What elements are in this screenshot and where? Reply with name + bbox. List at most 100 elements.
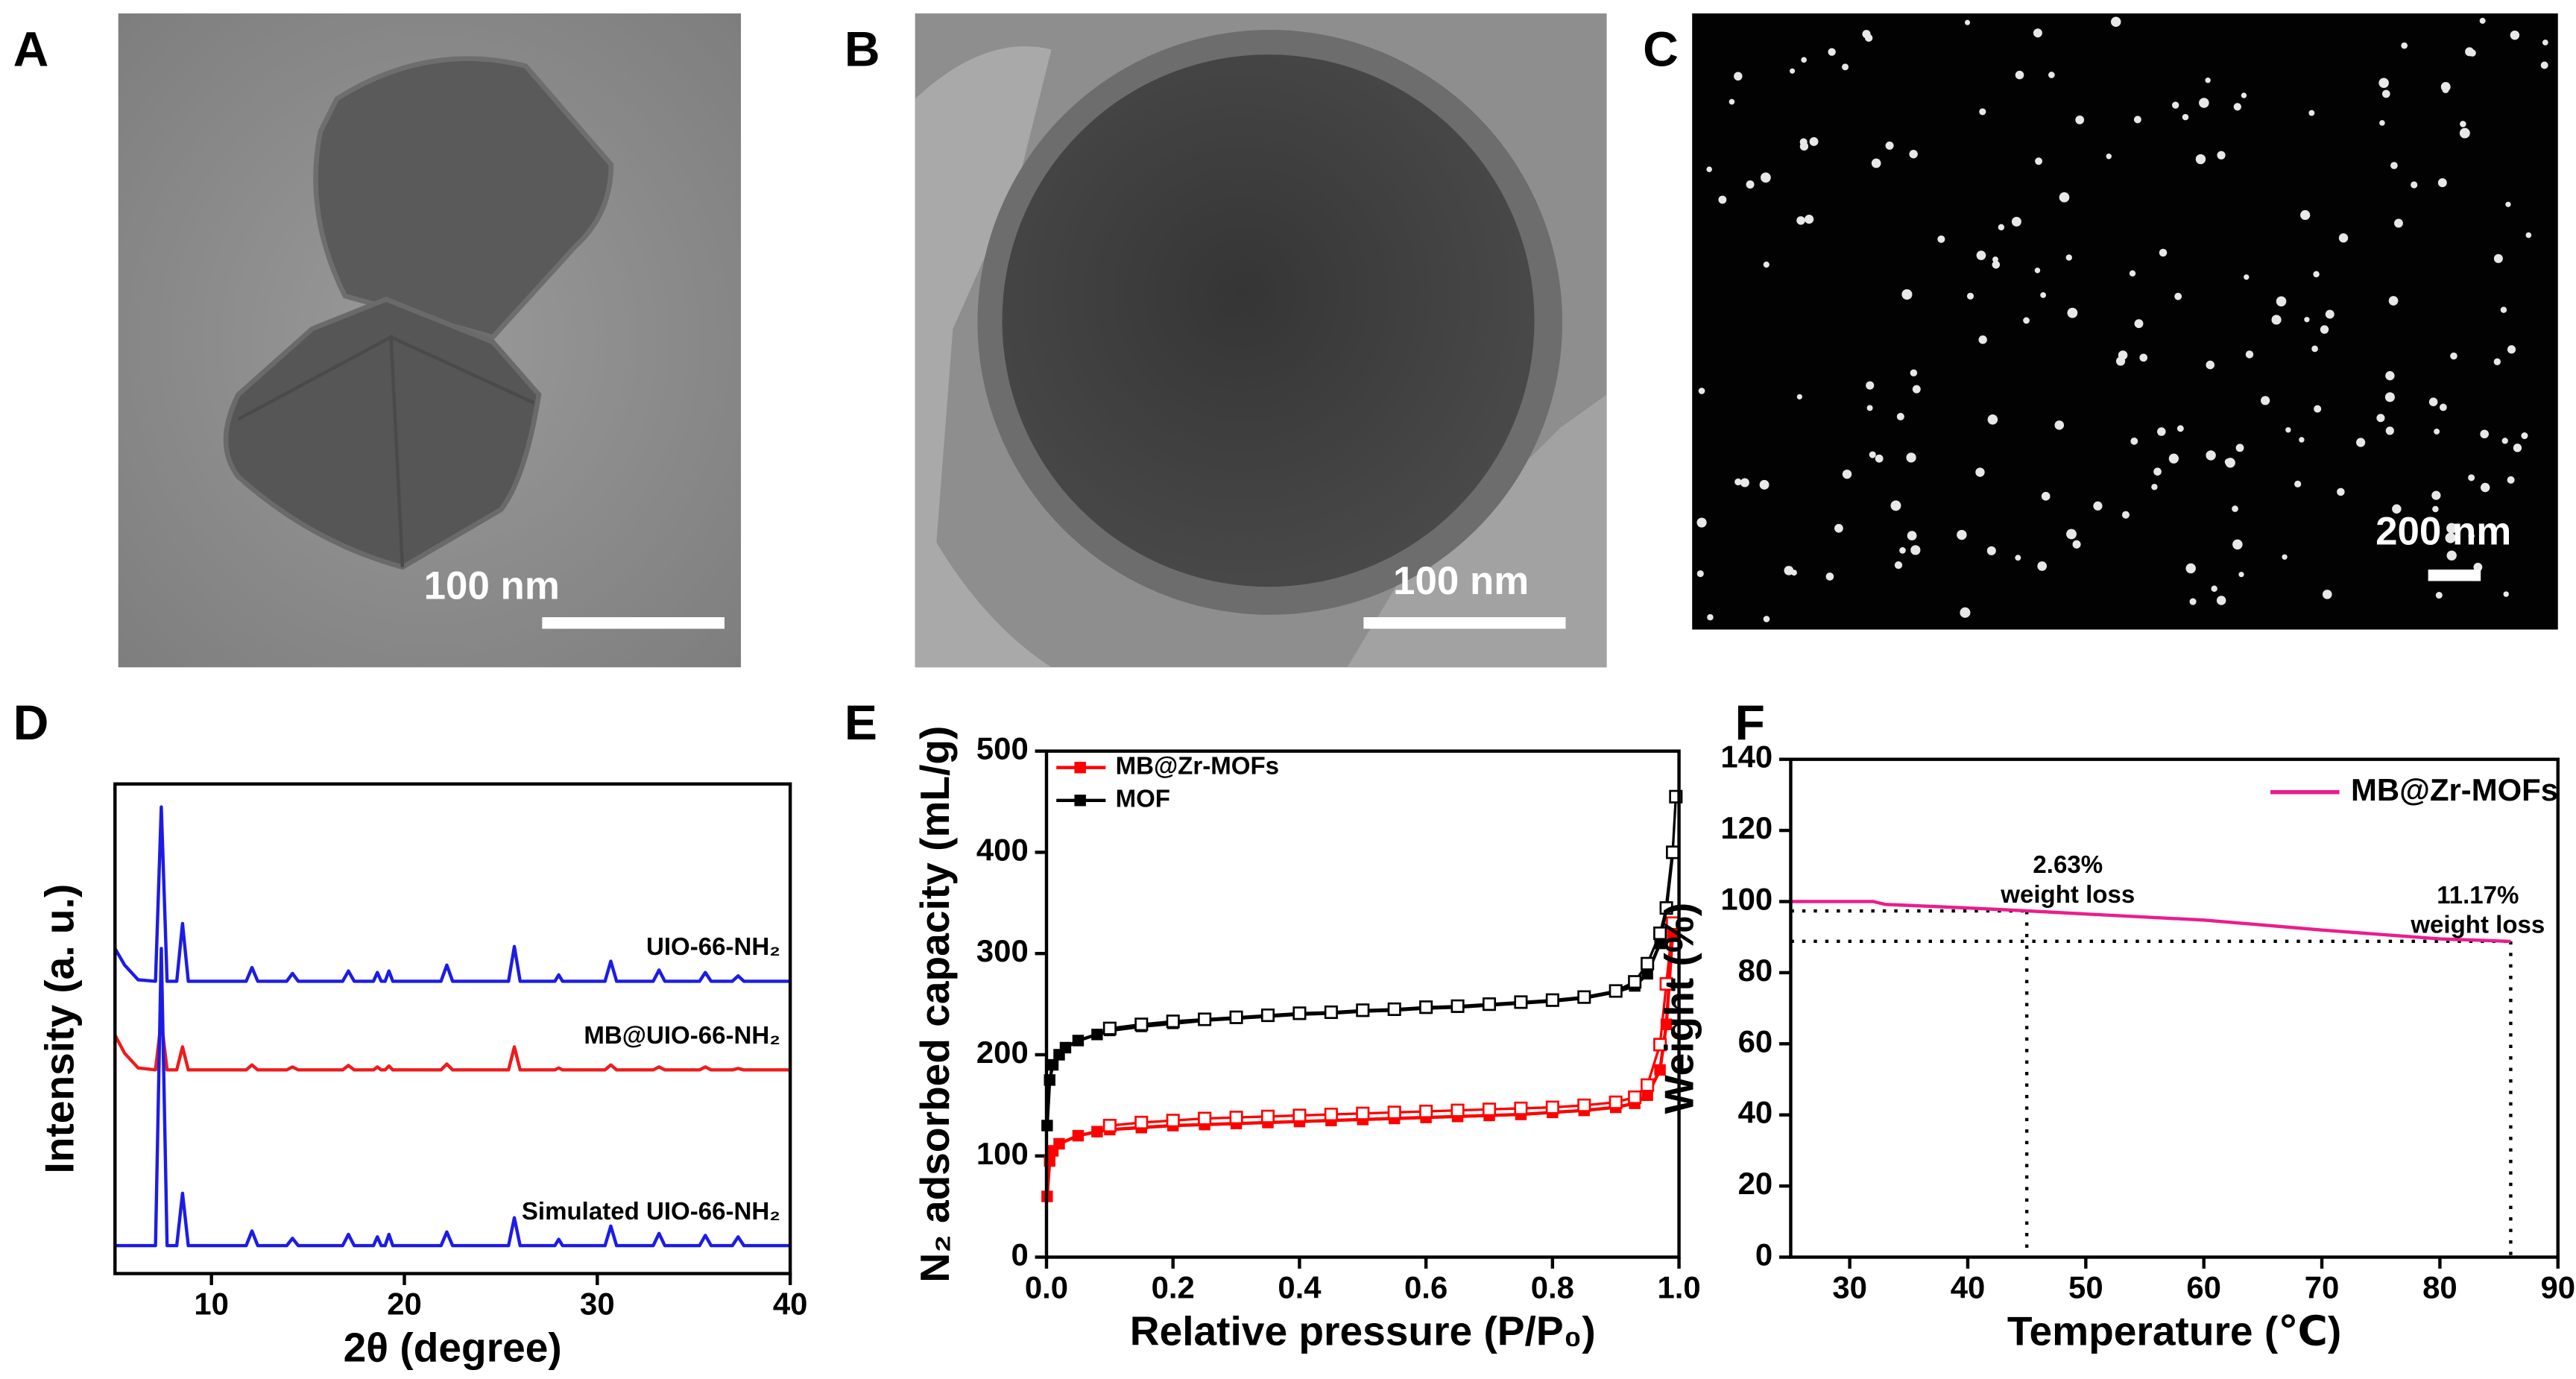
marker xyxy=(1660,1018,1673,1030)
marker xyxy=(1091,1126,1103,1137)
nanoparticle xyxy=(2314,405,2322,413)
marker-open xyxy=(1324,1005,1338,1019)
marker xyxy=(1091,1029,1103,1041)
nanoparticle xyxy=(1746,180,1755,189)
nanoparticle xyxy=(2174,292,2182,300)
panel-label: D xyxy=(13,695,49,751)
marker-open xyxy=(1577,1098,1591,1112)
nanoparticle xyxy=(2322,590,2332,599)
nanoparticle xyxy=(2356,438,2366,447)
nanoparticle xyxy=(2376,414,2385,423)
nanoparticle xyxy=(1862,30,1871,39)
marker-open xyxy=(1419,1104,1433,1119)
nanoparticle xyxy=(2093,501,2103,511)
nanoparticle xyxy=(1789,68,1796,74)
scale-bar-label: 100 nm xyxy=(1393,559,1529,603)
nanoparticle xyxy=(2276,296,2287,307)
nanoparticle xyxy=(1910,545,1921,555)
nanoparticle xyxy=(1986,546,1996,555)
marker-open xyxy=(1229,1111,1243,1125)
x-tick-label: 0.0 xyxy=(1025,1270,1068,1305)
nanoparticle xyxy=(2159,248,2168,257)
nanoparticle xyxy=(1828,48,1836,56)
series-line xyxy=(113,805,791,983)
nanoparticle xyxy=(2446,550,2457,561)
nanoparticle xyxy=(2121,511,2130,519)
series-line xyxy=(113,1018,791,1072)
nanoparticle xyxy=(2521,432,2528,440)
marker-open xyxy=(1356,1003,1370,1017)
series-line xyxy=(1790,900,2511,944)
y-tick-label: 80 xyxy=(1738,953,1773,988)
plot-frame xyxy=(1789,757,2560,1259)
legend-label: MB@Zr-MOFs xyxy=(1116,752,1279,780)
nanoparticle xyxy=(2129,270,2136,277)
y-tick-label: 120 xyxy=(1720,810,1772,845)
nanoparticle xyxy=(2065,254,2072,261)
nanoparticle xyxy=(1825,572,1834,581)
nanoparticle xyxy=(2304,317,2310,323)
nanoparticle xyxy=(1901,288,1913,300)
nanoparticle xyxy=(2133,116,2141,124)
marker xyxy=(1072,1035,1085,1047)
y-tick-label: 60 xyxy=(1738,1023,1773,1058)
y-axis-title: Weight (%) xyxy=(1656,903,1702,1114)
nanoparticle xyxy=(2157,427,2166,436)
nanoparticle xyxy=(2459,127,2470,139)
nanoparticle xyxy=(2337,487,2345,496)
nanoparticle xyxy=(2411,181,2418,189)
nanoparticle xyxy=(2151,484,2158,490)
nanoparticle xyxy=(2282,554,2288,560)
nanoparticle xyxy=(2501,438,2508,444)
y-tick-label: 200 xyxy=(976,1035,1029,1070)
nanoparticle xyxy=(1979,108,1986,116)
x-tick-label: 20 xyxy=(387,1287,422,1322)
annotation: 11.17% xyxy=(2437,882,2519,909)
marker xyxy=(1072,1129,1085,1142)
nanoparticle xyxy=(2075,115,2085,124)
nanoparticle xyxy=(2261,396,2270,406)
desorption-line xyxy=(1109,923,1674,1127)
x-tick-label: 80 xyxy=(2422,1270,2457,1305)
marker-open xyxy=(1666,845,1680,859)
nanoparticle xyxy=(2392,504,2402,514)
nanoparticle xyxy=(1729,98,1735,105)
nanoparticle xyxy=(2176,425,2184,432)
marker-open xyxy=(1628,975,1642,989)
y-tick-label: 300 xyxy=(976,933,1029,968)
nanoparticle xyxy=(2233,103,2241,111)
x-tick-label: 1.0 xyxy=(1657,1270,1700,1305)
nanoparticle xyxy=(2241,92,2247,98)
crystal xyxy=(313,56,614,340)
y-tick-label: 100 xyxy=(1720,882,1772,917)
nanoparticle xyxy=(2067,307,2078,318)
marker xyxy=(1046,1058,1059,1071)
panel-label: A xyxy=(13,22,49,77)
nanoparticle xyxy=(2235,444,2244,452)
panel-label: F xyxy=(1735,695,1765,751)
nanoparticle xyxy=(2465,47,2475,57)
nanoparticle xyxy=(2015,555,2021,561)
nanoparticle xyxy=(2507,345,2516,354)
nanoparticle xyxy=(2033,28,2042,38)
nanoparticle xyxy=(2437,178,2447,188)
panel-label: B xyxy=(845,22,880,77)
nanoparticle xyxy=(1871,158,1881,168)
panel-a-image: 100 nm xyxy=(118,13,742,668)
nanoparticle xyxy=(2480,482,2490,493)
marker-open xyxy=(1260,1109,1275,1123)
nanoparticle xyxy=(1842,63,1849,71)
nanoparticle xyxy=(2040,292,2047,298)
x-tick-label: 10 xyxy=(194,1287,229,1322)
marker-open xyxy=(1609,984,1623,998)
nanoparticle xyxy=(2300,209,2311,221)
nanoparticle xyxy=(2299,437,2305,443)
crystal xyxy=(223,296,542,570)
nanoparticle xyxy=(2059,192,2070,203)
nanoparticle xyxy=(2225,458,2235,468)
nanoparticle xyxy=(2072,540,2081,549)
panel-c-image xyxy=(1692,13,2558,630)
nanoparticle xyxy=(2110,16,2121,27)
nanoparticle xyxy=(2542,40,2548,45)
nanoparticle xyxy=(2195,154,2206,165)
